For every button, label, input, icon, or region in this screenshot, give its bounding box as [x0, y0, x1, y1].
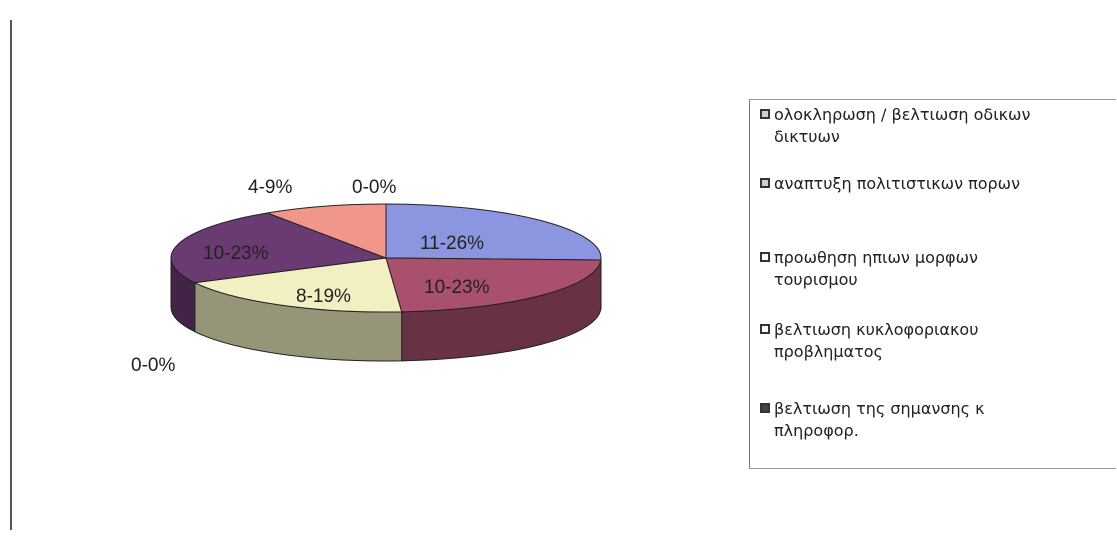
- legend-item-5: βελτιωση της σημανσης κ πληροφορ.: [760, 398, 1064, 442]
- legend-label-3: προωθηση ηπιων μορφων τουρισμου: [774, 248, 978, 289]
- pie-slice-1: [385, 203, 602, 261]
- legend-label-5: βελτιωση της σημανσης κ πληροφορ.: [774, 399, 985, 440]
- slice-label-1: 11-26%: [420, 233, 484, 254]
- legend-swatch-2: [760, 178, 770, 188]
- left-border-line: [10, 20, 12, 530]
- legend-label-1: ολοκληρωση / βελτιωση οδικων δικτυων: [774, 105, 1031, 146]
- pie-sides: [170, 257, 602, 362]
- pie-slice-2: [385, 257, 602, 313]
- slice-label-3: 8-19%: [296, 286, 351, 307]
- slice-label-7: 0-0%: [131, 355, 175, 376]
- legend-item-4: βελτιωση κυκλοφοριακου προβληματος: [760, 319, 1064, 363]
- legend-swatch-3: [760, 252, 770, 262]
- legend-item-1: ολοκληρωση / βελτιωση οδικων δικτυων: [760, 104, 1044, 148]
- slice-label-5: 4-9%: [248, 177, 292, 198]
- legend-swatch-5: [760, 403, 770, 413]
- pie-slice-4: [170, 212, 387, 284]
- slice-label-2: 10-23%: [424, 277, 490, 298]
- legend: ολοκληρωση / βελτιωση οδικων δικτυων ανα…: [749, 99, 1116, 469]
- pie-slice-3: [193, 257, 403, 313]
- slice-label-6: 0-0%: [352, 177, 396, 198]
- pie-slice-5: [265, 203, 387, 259]
- legend-swatch-4: [760, 324, 770, 334]
- pie-labels: 11-26% 10-23% 8-19% 10-23% 4-9% 0-0% 0-0…: [131, 177, 490, 376]
- pie-top: [170, 203, 602, 313]
- legend-item-3: προωθηση ηπιων μορφων τουρισμου: [760, 247, 1064, 291]
- legend-label-2: αναπτυξη πολιτιστικων πορων: [774, 174, 1021, 193]
- slice-label-4: 10-23%: [203, 243, 269, 264]
- legend-item-2: αναπτυξη πολιτιστικων πορων: [760, 173, 1109, 195]
- legend-label-4: βελτιωση κυκλοφοριακου προβληματος: [774, 320, 979, 361]
- legend-swatch-1: [760, 109, 770, 119]
